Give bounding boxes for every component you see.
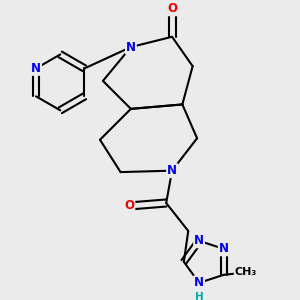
Text: N: N (194, 234, 204, 248)
Text: N: N (219, 242, 229, 255)
Text: O: O (124, 200, 134, 212)
Text: N: N (126, 40, 136, 54)
Text: N: N (167, 164, 177, 177)
Text: O: O (167, 2, 177, 15)
Text: N: N (194, 276, 204, 289)
Text: H: H (195, 292, 203, 300)
Text: N: N (31, 62, 41, 75)
Text: CH₃: CH₃ (235, 268, 257, 278)
